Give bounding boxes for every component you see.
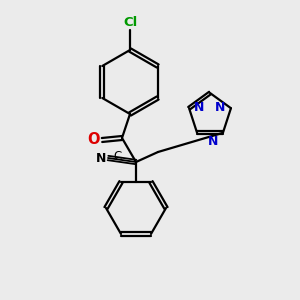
Text: N: N bbox=[214, 101, 225, 114]
Text: C: C bbox=[114, 149, 122, 163]
Text: N: N bbox=[208, 135, 218, 148]
Text: N: N bbox=[96, 152, 106, 164]
Text: Cl: Cl bbox=[123, 16, 137, 29]
Text: N: N bbox=[194, 101, 205, 114]
Text: O: O bbox=[88, 133, 100, 148]
